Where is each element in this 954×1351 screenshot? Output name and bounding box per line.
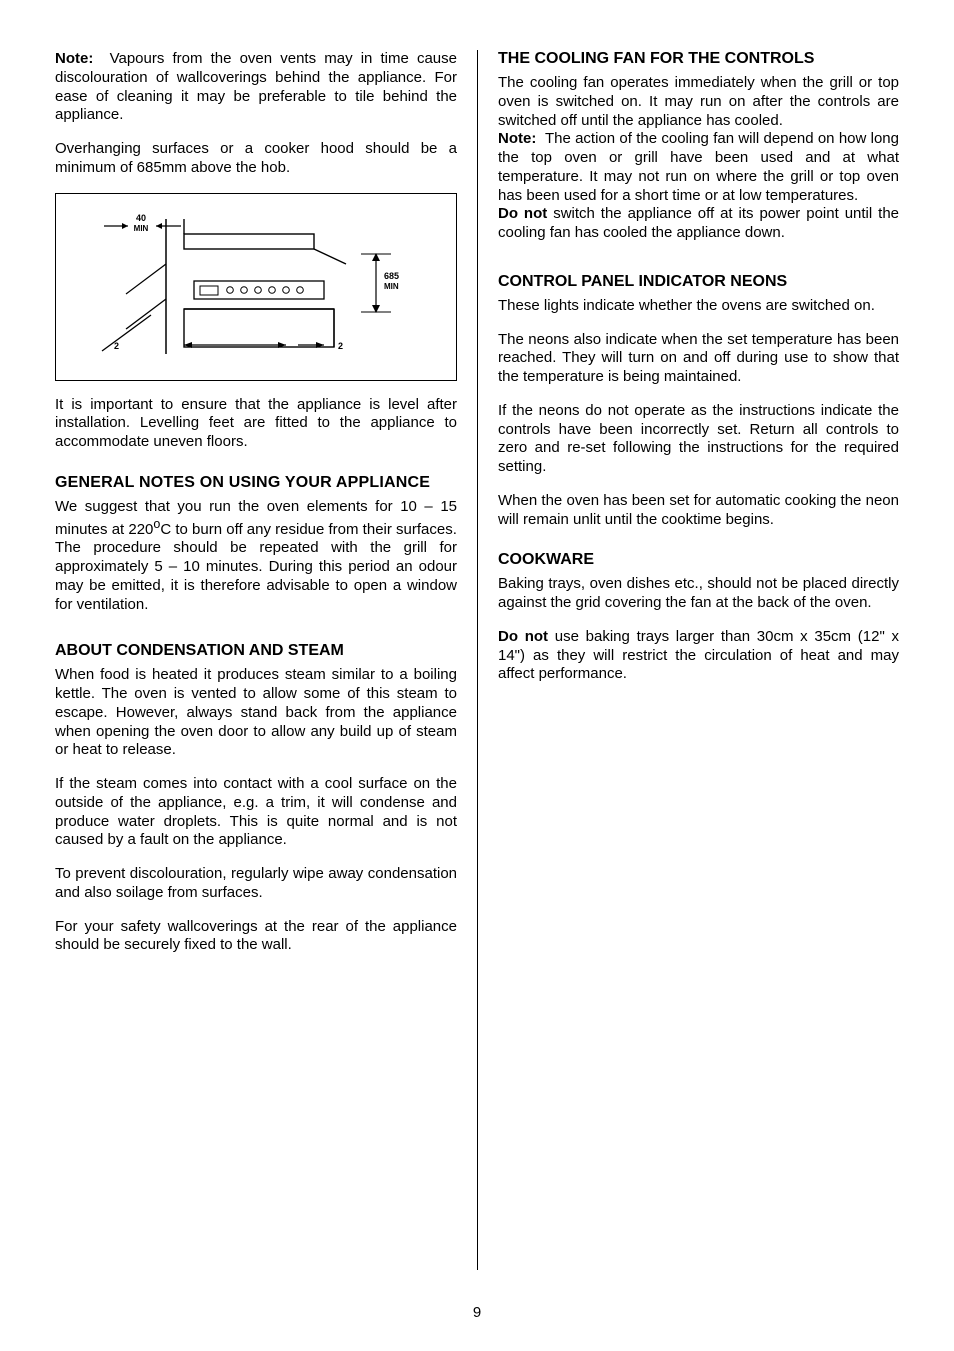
level-para: It is important to ensure that the appli… bbox=[55, 396, 457, 452]
cooling-p3: Do not switch the appliance off at its p… bbox=[498, 205, 899, 243]
label-min-right: MIN bbox=[384, 282, 399, 291]
general-p2: The procedure should be repeated with th… bbox=[55, 539, 457, 614]
label-2-right: 2 bbox=[338, 341, 343, 351]
cond-p4: For your safety wallcoverings at the rea… bbox=[55, 918, 457, 956]
cooling-heading: THE COOLING FAN FOR THE CONTROLS bbox=[498, 50, 899, 68]
general-p1: We suggest that you run the oven element… bbox=[55, 498, 457, 540]
cond-p3: To prevent discolouration, regularly wip… bbox=[55, 865, 457, 903]
right-column: THE COOLING FAN FOR THE CONTROLS The coo… bbox=[477, 50, 899, 1270]
label-685: 685 bbox=[384, 271, 399, 281]
label-min-top: MIN bbox=[134, 224, 149, 233]
neons-heading: CONTROL PANEL INDICATOR NEONS bbox=[498, 273, 899, 291]
page: Note: Vapours from the oven vents may in… bbox=[0, 0, 954, 1351]
cookware-heading: COOKWARE bbox=[498, 551, 899, 569]
neons-p3: If the neons do not operate as the instr… bbox=[498, 402, 899, 477]
neons-p4: When the oven has been set for automatic… bbox=[498, 492, 899, 530]
page-number: 9 bbox=[0, 1304, 954, 1321]
clearance-diagram: 40 MIN bbox=[55, 193, 457, 381]
condensation-heading: ABOUT CONDENSATION AND STEAM bbox=[55, 642, 457, 660]
neons-p1: These lights indicate whether the ovens … bbox=[498, 297, 899, 316]
note-vapours-para: Note: Vapours from the oven vents may in… bbox=[55, 50, 457, 125]
cooling-p2: Note: The action of the cooling fan will… bbox=[498, 130, 899, 205]
overhang-para: Overhanging surfaces or a cooker hood sh… bbox=[55, 140, 457, 178]
cooling-p1: The cooling fan operates immediately whe… bbox=[498, 74, 899, 130]
general-notes-heading: GENERAL NOTES ON USING YOUR APPLIANCE bbox=[55, 474, 457, 492]
label-40: 40 bbox=[136, 213, 146, 223]
label-2-left: 2 bbox=[114, 341, 119, 351]
cookware-p1: Baking trays, oven dishes etc., should n… bbox=[498, 575, 899, 613]
note-text: Vapours from the oven vents may in time … bbox=[55, 50, 457, 123]
cond-p1: When food is heated it produces steam si… bbox=[55, 666, 457, 760]
diagram-svg: 40 MIN bbox=[66, 204, 446, 374]
note-label: Note: bbox=[55, 50, 93, 67]
cookware-p2: Do not use baking trays larger than 30cm… bbox=[498, 628, 899, 684]
cond-p2: If the steam comes into contact with a c… bbox=[55, 775, 457, 850]
neons-p2: The neons also indicate when the set tem… bbox=[498, 331, 899, 387]
two-column-layout: Note: Vapours from the oven vents may in… bbox=[55, 50, 899, 1270]
left-column: Note: Vapours from the oven vents may in… bbox=[55, 50, 477, 1270]
